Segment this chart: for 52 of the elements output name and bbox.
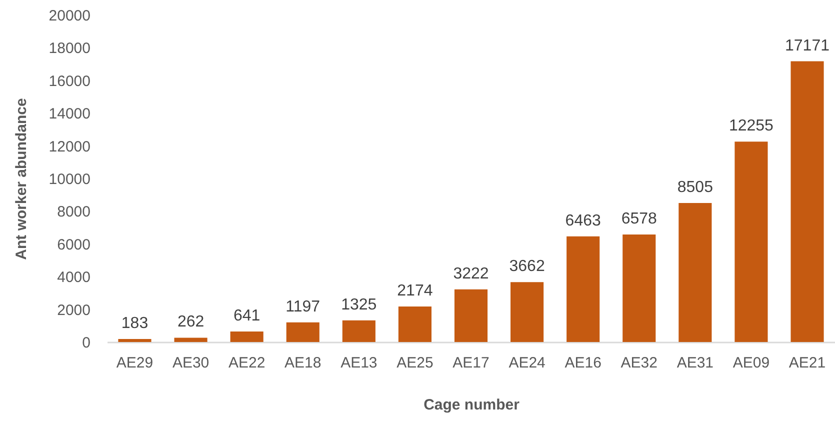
- data-label: 6463: [565, 212, 601, 230]
- data-label: 3222: [453, 265, 489, 282]
- bar: [118, 339, 152, 342]
- x-axis-title: Cage number: [424, 396, 520, 414]
- y-tick-label: 10000: [48, 171, 90, 188]
- bar: [566, 236, 600, 342]
- data-label: 12255: [728, 118, 774, 135]
- x-tick-label: AE29: [116, 354, 154, 372]
- data-label: 3662: [509, 258, 545, 276]
- bar: [510, 282, 544, 342]
- x-tick-label: AE21: [788, 354, 826, 372]
- x-tick-label: AE31: [676, 354, 714, 372]
- data-label: 6578: [621, 210, 658, 228]
- bar: [342, 320, 376, 342]
- data-label: 17171: [785, 37, 830, 54]
- y-tick-label: 2000: [57, 302, 90, 319]
- y-tick-label: 20000: [48, 8, 90, 24]
- bar: [398, 306, 432, 342]
- y-tick-label: 4000: [57, 269, 90, 286]
- bar: [734, 142, 768, 342]
- bar: [174, 338, 208, 342]
- data-label: 1197: [286, 298, 320, 316]
- x-tick-label: AE32: [620, 354, 658, 372]
- data-label: 2174: [397, 282, 433, 300]
- y-tick-label: 18000: [48, 40, 90, 58]
- bar: [454, 289, 488, 342]
- x-tick-label: AE24: [508, 354, 546, 372]
- data-label: 183: [121, 315, 148, 332]
- bar: [230, 332, 264, 342]
- data-label: 262: [177, 314, 204, 331]
- x-tick-label: AE09: [732, 354, 770, 372]
- x-tick-label: AE30: [172, 354, 210, 372]
- y-tick-label: 0: [82, 334, 90, 352]
- bar: [678, 202, 712, 342]
- y-tick-label: 8000: [57, 204, 90, 221]
- data-label: 1325: [341, 296, 377, 314]
- data-label: 8505: [677, 178, 714, 196]
- y-tick-label: 6000: [57, 236, 90, 254]
- x-tick-label: AE22: [228, 354, 266, 372]
- x-tick-label: AE18: [284, 354, 322, 372]
- x-tick-label: AE25: [396, 354, 434, 372]
- x-tick-label: AE17: [452, 354, 490, 372]
- y-tick-label: 14000: [48, 106, 90, 123]
- x-tick-label: AE13: [340, 354, 378, 372]
- y-axis-title: Ant worker abundance: [12, 98, 30, 260]
- data-label: 641: [233, 308, 260, 325]
- bar: [286, 322, 320, 342]
- x-tick-label: AE16: [564, 354, 602, 372]
- y-tick-label: 16000: [48, 72, 90, 90]
- bar: [622, 234, 656, 342]
- y-tick-label: 12000: [48, 138, 90, 156]
- bar: [790, 61, 824, 342]
